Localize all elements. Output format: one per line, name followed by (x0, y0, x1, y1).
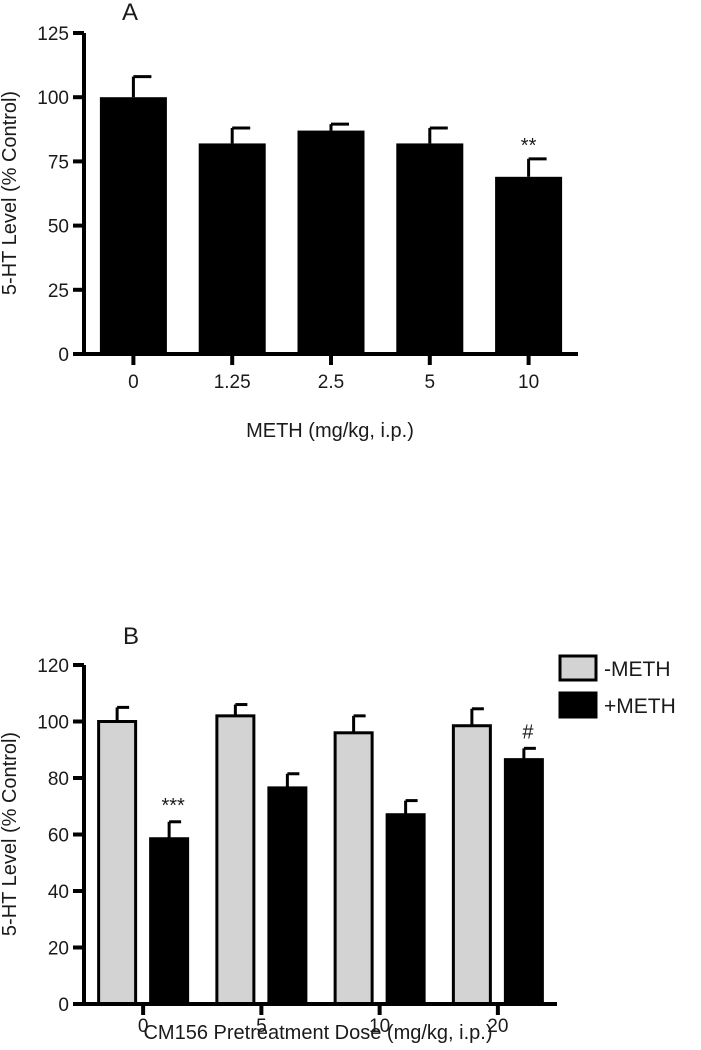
panel-b-letter: B (123, 623, 139, 650)
y-tick-label: 60 (48, 826, 69, 847)
x-tick-label: 5 (256, 1016, 267, 1037)
y-tick-label: 0 (58, 345, 69, 366)
x-tick-label: 2.5 (318, 372, 344, 393)
y-tick-label: 50 (48, 217, 69, 238)
y-tick-label: 75 (48, 152, 69, 173)
legend-label-plus-meth: +METH (604, 695, 676, 718)
legend-swatch-plus-meth (558, 691, 598, 719)
y-tick-label: 100 (37, 713, 69, 734)
panel-a-y-axis-label: 5-HT Level (% Control) (0, 91, 21, 295)
panel-b-axes: 0 5 10 20 0 20 40 60 80 100 120 (37, 656, 557, 1037)
y-tick-label: 25 (48, 281, 69, 302)
x-tick-label: 20 (487, 1016, 508, 1037)
panel-a-letter: A (122, 0, 138, 26)
x-tick-label: 1.25 (214, 372, 251, 393)
significance-marker: ** (521, 135, 537, 157)
legend-label-minus-meth: -METH (604, 658, 671, 681)
panel-a-bars: ** (99, 75, 563, 354)
panel-b-legend: -METH +METH (558, 654, 676, 719)
panel-a-x-axis-label: METH (mg/kg, i.p.) (246, 420, 414, 442)
panel-b-y-axis-label: 5-HT Level (% Control) (0, 732, 21, 936)
x-tick-label: 5 (425, 372, 436, 393)
y-tick-label: 20 (48, 939, 69, 960)
bar-minus-meth (333, 731, 374, 1006)
y-tick-label: 40 (48, 882, 69, 903)
x-tick-label: 0 (138, 1016, 149, 1037)
bar-minus-meth (97, 720, 138, 1006)
y-tick-label: 125 (37, 24, 69, 45)
bar (99, 97, 167, 354)
panel-b-x-axis-label: CM156 Pretreatment Dose (mg/kg, i.p.) (143, 1022, 492, 1044)
significance-marker: # (522, 721, 534, 743)
bar (198, 143, 266, 354)
bar-plus-meth (267, 786, 308, 1006)
y-tick-label: 100 (37, 88, 69, 109)
panel-a-chart: A 5-HT Level (% Control) METH (mg/kg, i.… (0, 0, 578, 442)
bar-minus-meth (451, 724, 492, 1006)
significance-marker: *** (161, 795, 185, 817)
bar-plus-meth (149, 837, 190, 1006)
bar (495, 176, 563, 354)
bar-plus-meth (385, 813, 426, 1006)
panel-b-bars: *** # (97, 703, 544, 1006)
bar (297, 130, 365, 354)
bar (396, 143, 464, 354)
panel-b-chart: B 5-HT Level (% Control) CM156 Pretreatm… (0, 623, 676, 1044)
bar-plus-meth (503, 758, 544, 1006)
x-tick-label: 0 (128, 372, 139, 393)
legend-swatch-minus-meth (558, 654, 598, 682)
y-tick-label: 0 (58, 995, 69, 1016)
y-tick-label: 120 (37, 656, 69, 677)
y-tick-label: 80 (48, 769, 69, 790)
x-tick-label: 10 (369, 1016, 390, 1037)
bar-minus-meth (215, 714, 256, 1006)
x-tick-label: 10 (518, 372, 539, 393)
